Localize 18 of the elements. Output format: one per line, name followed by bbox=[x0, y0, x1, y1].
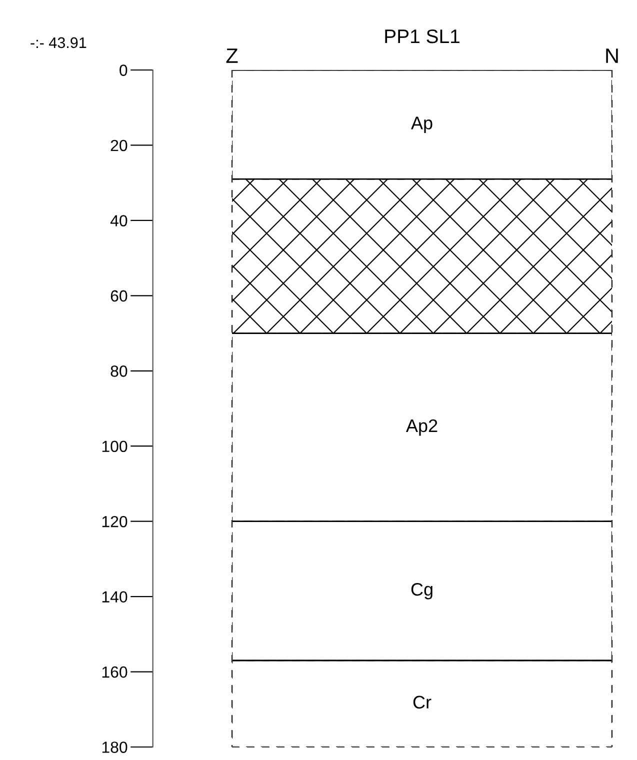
y-tick-label: 160 bbox=[102, 666, 128, 678]
text: Z bbox=[226, 48, 238, 63]
y-tick-label: 0 bbox=[120, 64, 128, 76]
series-label: Cr bbox=[413, 696, 432, 709]
y-tick-label: 40 bbox=[110, 215, 128, 226]
y-tick-label: 100 bbox=[102, 440, 128, 452]
y-tick-label: 60 bbox=[110, 290, 128, 302]
y-tick-label: 80 bbox=[110, 366, 128, 377]
series-label: Cg bbox=[411, 582, 432, 600]
y-tick-label: 20 bbox=[110, 140, 128, 152]
text: -:- 43.91 bbox=[30, 37, 86, 48]
chart-title: PP1 SL1 bbox=[385, 29, 460, 44]
series-label: Ap2 bbox=[406, 419, 438, 436]
text: N bbox=[606, 48, 618, 63]
y-tick-label: 180 bbox=[102, 742, 128, 753]
y-tick-label: 120 bbox=[102, 516, 128, 528]
y-tick-label: 140 bbox=[102, 591, 128, 602]
series-label: Ap bbox=[410, 116, 432, 133]
